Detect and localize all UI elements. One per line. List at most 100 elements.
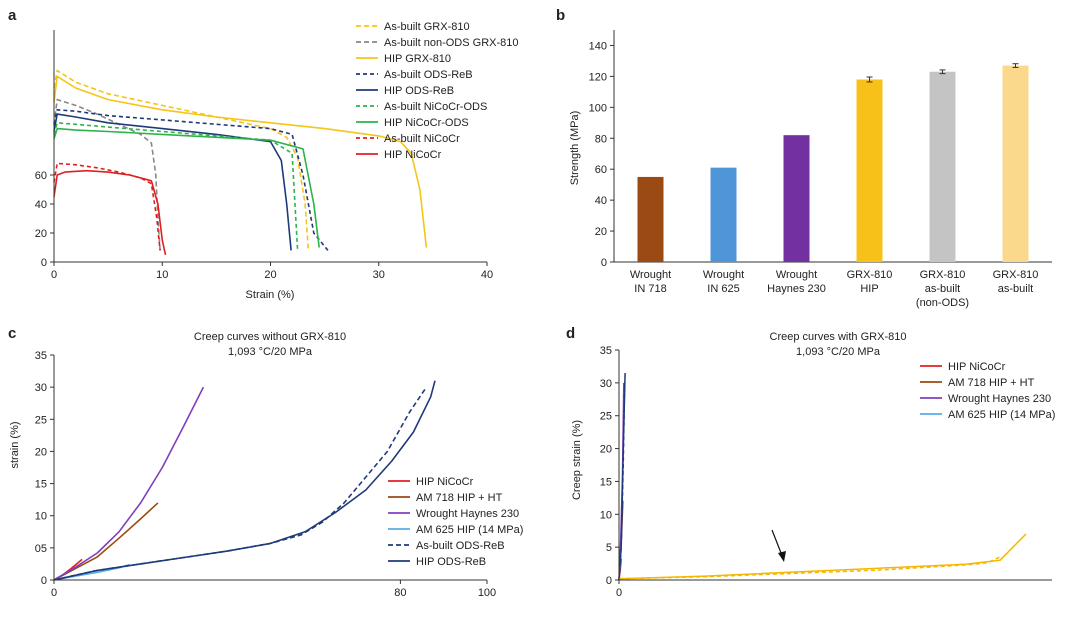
- panel-b-category-label: Wrought: [776, 269, 817, 281]
- panel-a-series-line-6: [53, 127, 320, 248]
- panel-b-category-label: IN 718: [634, 283, 666, 295]
- panel-d-legend-label: AM 625 HIP (14 MPa): [948, 409, 1055, 421]
- panel-b-y-tick-label: 100: [589, 102, 607, 114]
- panel-b-y-tick-label: 140: [589, 40, 607, 52]
- panel-c-legend-label: Wrought Haynes 230: [416, 508, 519, 520]
- panel-c-ylabel: strain (%): [9, 421, 21, 468]
- panel-c-y-tick-label: 20: [35, 446, 47, 458]
- panel-b-y-tick-label: 20: [595, 226, 607, 238]
- panel-a-legend-label: As-built ODS-ReB: [384, 69, 473, 81]
- panel-a-legend-label: HIP NiCoCr-ODS: [384, 117, 469, 129]
- panel-d-legend: HIP NiCoCr AM 718 HIP + HT Wrought Haynes …: [920, 361, 1055, 421]
- panel-c-y-tick-label: 05: [35, 543, 47, 555]
- panel-d-y-tick-label: 15: [600, 476, 612, 488]
- panel-c: c Creep curves without GRX-810 1,093 °C/…: [8, 325, 523, 599]
- panel-b-bars: Wrought IN 718 Wrought IN 625 Wrought Haynes …: [630, 63, 1038, 309]
- panel-d-series: [618, 372, 1027, 581]
- panel-c-legend-label: AM 625 HIP (14 MPa): [416, 524, 523, 536]
- panel-d-letter: d: [566, 325, 575, 342]
- panel-b-category-label: as-built: [925, 283, 960, 295]
- panel-b-category-label: HIP: [860, 283, 878, 295]
- panel-a-legend-label: As-built GRX-810: [384, 21, 470, 33]
- panel-a-series-line-8: [53, 169, 167, 255]
- panel-c-series-line-2: [53, 386, 205, 581]
- panel-b-y-tick-label: 120: [589, 71, 607, 83]
- panel-a-x-tick-label: 40: [481, 269, 493, 281]
- panel-d-series-line-7: [618, 533, 1027, 580]
- panel-d: d Creep curves with GRX-810 1,093 °C/20 …: [566, 325, 1055, 599]
- panel-b-y-tick-label: 40: [595, 195, 607, 207]
- panel-b-category-label: as-built: [998, 283, 1033, 295]
- panel-d-y-tick-label: 30: [600, 378, 612, 390]
- panel-b-category-label: Haynes 230: [767, 283, 826, 295]
- panel-a-y-tick-label: 60: [35, 170, 47, 182]
- panel-c-x-tick-label: 0: [51, 587, 57, 599]
- panel-d-y-tick-label: 0: [606, 575, 612, 587]
- panel-d-y-tick-label: 5: [606, 542, 612, 554]
- panel-a-legend-label: HIP NiCoCr: [384, 149, 442, 161]
- panel-d-x-tick-label: 0: [616, 587, 622, 599]
- panel-a-legend-label: As-built NiCoCr-ODS: [384, 101, 487, 113]
- panel-a-x-tick-label: 10: [156, 269, 168, 281]
- panel-d-series-line-5: [618, 372, 626, 581]
- panel-a-series-line-4: [53, 113, 292, 251]
- panel-d-y-tick-label: 25: [600, 411, 612, 423]
- panel-a-series-line-7: [53, 162, 161, 251]
- panel-a-xlabel: Strain (%): [246, 289, 295, 301]
- panel-c-subtitle: 1,093 °C/20 MPa: [228, 346, 313, 358]
- panel-b-bar: [929, 71, 956, 262]
- panel-b-y-tick-label: 80: [595, 133, 607, 145]
- panel-a-series-line-0: [53, 69, 310, 251]
- panel-c-legend: HIP NiCoCr AM 718 HIP + HT Wrought Haynes …: [388, 476, 523, 568]
- panel-a-y-tick-label: 0: [41, 257, 47, 269]
- panel-a-x-tick-label: 20: [264, 269, 276, 281]
- panel-d-subtitle: 1,093 °C/20 MPa: [796, 346, 881, 358]
- panel-a-legend-label: As-built NiCoCr: [384, 133, 460, 145]
- panel-d-series-line-6: [618, 556, 1001, 580]
- panel-a-y-tick-label: 20: [35, 228, 47, 240]
- panel-c-y-tick-label: 0: [41, 575, 47, 587]
- panel-c-y-tick-label: 10: [35, 511, 47, 523]
- panel-b-category-label: GRX-810: [847, 269, 893, 281]
- panel-a-y-tick-label: 40: [35, 199, 47, 211]
- panel-b-category-label: IN 625: [707, 283, 739, 295]
- panel-a-series-line-2: [53, 75, 428, 248]
- panel-c-letter: c: [8, 325, 16, 342]
- panel-c-legend-label: As-built ODS-ReB: [416, 540, 505, 552]
- panel-b-bar: [637, 176, 664, 262]
- panel-c-series-line-5: [53, 380, 436, 581]
- panel-d-y-tick-label: 20: [600, 444, 612, 456]
- panel-d-legend-label: AM 718 HIP + HT: [948, 377, 1035, 389]
- panel-c-legend-label: AM 718 HIP + HT: [416, 492, 503, 504]
- panel-b-bar: [856, 79, 883, 262]
- panel-c-series: [53, 380, 436, 581]
- panel-a-series-line-5: [53, 122, 299, 251]
- panel-a-legend-label: HIP GRX-810: [384, 53, 451, 65]
- panel-d-ylabel: Creep strain (%): [571, 420, 583, 500]
- panel-c-x-tick-label: 80: [394, 587, 406, 599]
- panel-b-category-label: (non-ODS): [916, 297, 969, 309]
- panel-b-category-label: Wrought: [630, 269, 671, 281]
- arrow-annotation: [771, 529, 786, 562]
- panel-c-y-tick-label: 35: [35, 350, 47, 362]
- panel-b-category-label: GRX-810: [920, 269, 966, 281]
- panel-b-y-tick-label: 0: [601, 257, 607, 269]
- panel-c-y-tick-label: 15: [35, 479, 47, 491]
- panel-b-bar: [710, 167, 737, 262]
- panel-b-category-label: Wrought: [703, 269, 744, 281]
- panel-b-bar: [783, 135, 810, 262]
- panel-b-bar: [1002, 65, 1029, 262]
- panel-b-ylabel: Strength (MPa): [569, 111, 581, 186]
- panel-d-legend-label: HIP NiCoCr: [948, 361, 1006, 373]
- panel-d-y-tick-label: 10: [600, 509, 612, 521]
- panel-c-series-line-1: [53, 502, 159, 581]
- panel-c-legend-label: HIP NiCoCr: [416, 476, 474, 488]
- panel-a-legend-label: As-built non-ODS GRX-810: [384, 37, 519, 49]
- panel-c-y-tick-label: 30: [35, 382, 47, 394]
- panel-a-series: [53, 69, 428, 255]
- panel-d-y-tick-label: 35: [600, 345, 612, 357]
- panel-c-x-tick-label: 100: [478, 587, 496, 599]
